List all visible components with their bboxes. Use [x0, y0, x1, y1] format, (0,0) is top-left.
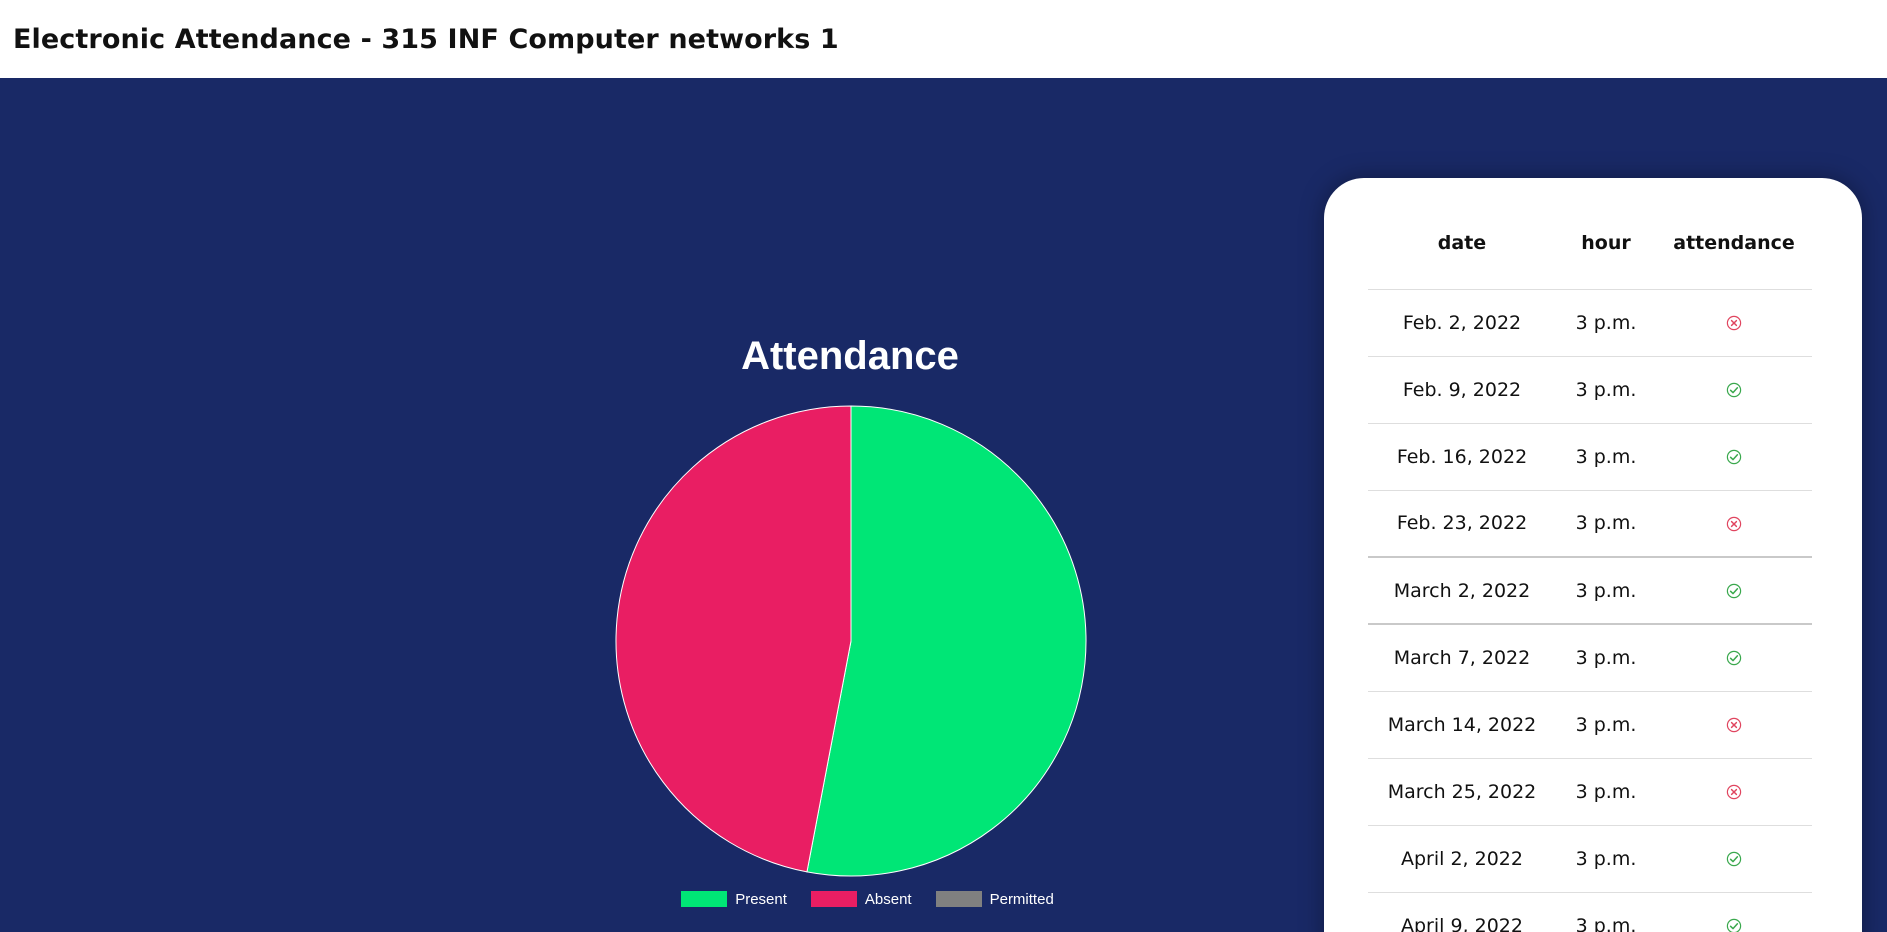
x-circle-icon [1726, 315, 1742, 331]
column-header-attendance[interactable]: attendance [1656, 198, 1812, 290]
cell-hour: 3 p.m. [1556, 624, 1656, 692]
legend-label: Absent [864, 890, 912, 908]
check-circle-icon [1726, 449, 1742, 465]
cell-date: Feb. 9, 2022 [1368, 356, 1556, 424]
table-row: March 2, 2022 3 p.m. [1368, 557, 1812, 625]
pie-chart [615, 405, 1087, 877]
cell-date: Feb. 2, 2022 [1368, 289, 1556, 357]
table-row: March 14, 2022 3 p.m. [1368, 691, 1812, 759]
chart-title: Attendance [741, 334, 959, 378]
column-header-date[interactable]: date [1368, 198, 1556, 290]
x-circle-icon [1726, 784, 1742, 800]
cell-attendance [1656, 825, 1812, 893]
cell-hour: 3 p.m. [1556, 758, 1656, 826]
cell-hour: 3 p.m. [1556, 825, 1656, 893]
cell-date: March 2, 2022 [1368, 557, 1556, 625]
check-circle-icon [1726, 583, 1742, 599]
cell-date: Feb. 16, 2022 [1368, 423, 1556, 491]
cell-date: April 9, 2022 [1368, 892, 1556, 932]
check-circle-icon [1726, 918, 1742, 932]
check-circle-icon [1726, 382, 1742, 398]
legend-swatch [681, 891, 728, 907]
chart-legend: Present Absent Permitted [540, 888, 1160, 910]
cell-date: Feb. 23, 2022 [1368, 490, 1556, 558]
cell-hour: 3 p.m. [1556, 356, 1656, 424]
cell-attendance [1656, 490, 1812, 558]
cell-date: April 2, 2022 [1368, 825, 1556, 893]
cell-attendance [1656, 758, 1812, 826]
table-row: March 25, 2022 3 p.m. [1368, 758, 1812, 826]
table-row: April 9, 2022 3 p.m. [1368, 892, 1812, 932]
cell-attendance [1656, 691, 1812, 759]
cell-attendance [1656, 624, 1812, 692]
cell-hour: 3 p.m. [1556, 892, 1656, 932]
table-row: Feb. 2, 2022 3 p.m. [1368, 289, 1812, 357]
attendance-chart: Attendance Present Absent Permitted [540, 238, 1160, 932]
pie-slice-absent[interactable] [615, 405, 852, 873]
cell-attendance [1656, 289, 1812, 357]
table-header-row: date hour attendance [1368, 198, 1812, 290]
cell-attendance [1656, 356, 1812, 424]
cell-hour: 3 p.m. [1556, 691, 1656, 759]
table-row: April 2, 2022 3 p.m. [1368, 825, 1812, 893]
attendance-table-card: date hour attendance Feb. 2, 2022 3 p.m. F… [1324, 178, 1862, 932]
cell-date: March 7, 2022 [1368, 624, 1556, 692]
legend-label: Permitted [989, 890, 1054, 908]
legend-swatch [935, 891, 982, 907]
cell-attendance [1656, 423, 1812, 491]
check-circle-icon [1726, 851, 1742, 867]
cell-date: March 25, 2022 [1368, 758, 1556, 826]
table-row: Feb. 23, 2022 3 p.m. [1368, 490, 1812, 558]
cell-hour: 3 p.m. [1556, 490, 1656, 558]
x-circle-icon [1726, 516, 1742, 531]
page-header: Electronic Attendance - 315 INF Computer… [0, 0, 1887, 78]
table-row: Feb. 9, 2022 3 p.m. [1368, 356, 1812, 424]
cell-date: March 14, 2022 [1368, 691, 1556, 759]
legend-swatch [810, 891, 857, 907]
cell-hour: 3 p.m. [1556, 423, 1656, 491]
column-header-hour[interactable]: hour [1556, 198, 1656, 290]
cell-hour: 3 p.m. [1556, 557, 1656, 625]
check-circle-icon [1726, 651, 1742, 666]
legend-item[interactable]: Absent [810, 890, 912, 908]
page-title: Electronic Attendance - 315 INF Computer… [13, 23, 839, 55]
legend-label: Present [735, 890, 787, 908]
legend-item[interactable]: Present [681, 891, 787, 908]
cell-attendance [1656, 892, 1812, 932]
table-row: March 7, 2022 3 p.m. [1368, 624, 1812, 692]
attendance-table: date hour attendance Feb. 2, 2022 3 p.m. F… [1368, 198, 1812, 932]
pie-slice-present[interactable] [806, 405, 1087, 877]
main-content: Attendance Present Absent Permitted date h… [0, 78, 1887, 932]
cell-attendance [1656, 557, 1812, 625]
legend-item[interactable]: Permitted [935, 890, 1054, 908]
x-circle-icon [1726, 717, 1742, 733]
cell-hour: 3 p.m. [1556, 289, 1656, 357]
table-row: Feb. 16, 2022 3 p.m. [1368, 423, 1812, 491]
